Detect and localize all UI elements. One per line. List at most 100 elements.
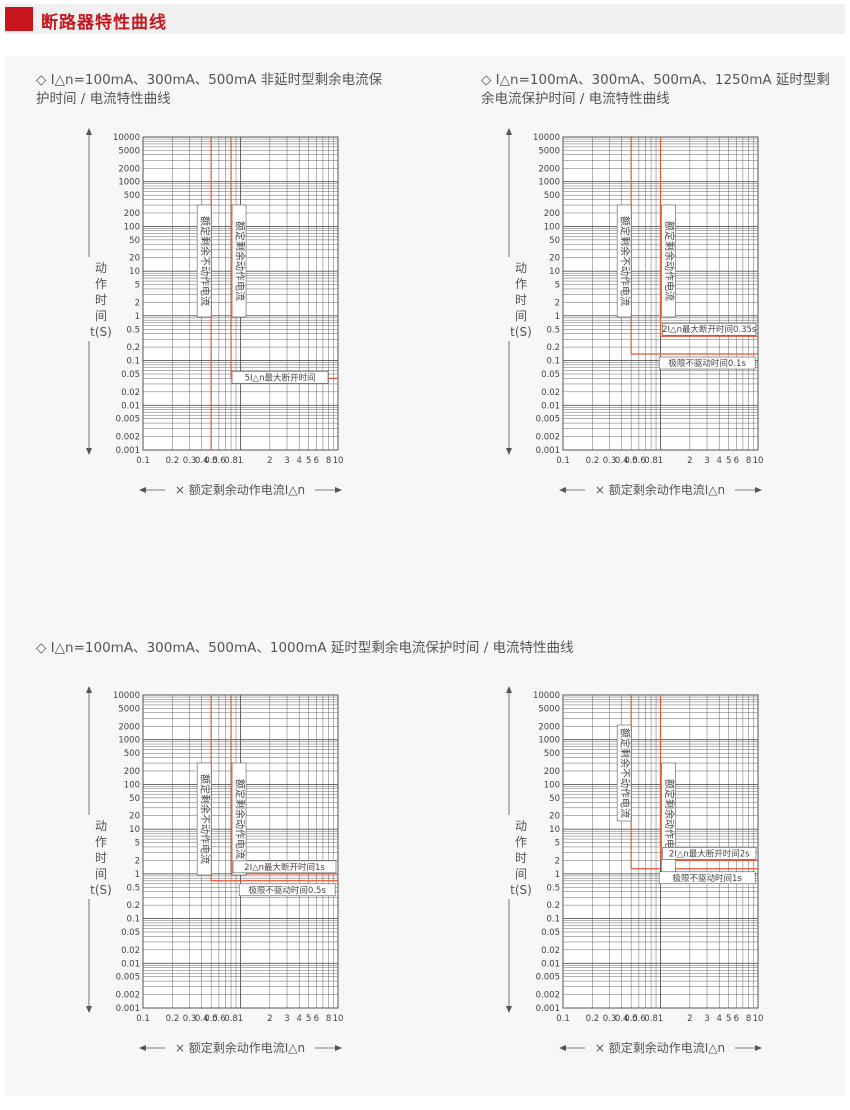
y-tick-label: 10	[129, 825, 140, 835]
y-tick-label: 50	[549, 236, 560, 246]
y-axis-label: 作	[515, 277, 527, 291]
y-tick-label: 2	[135, 298, 140, 308]
y-tick-label: 0.02	[541, 388, 560, 398]
x-tick-label: 8	[326, 1014, 331, 1024]
section-header: 断路器特性曲线	[5, 4, 845, 34]
y-tick-label: 5000	[538, 704, 560, 714]
x-axis-label: × 额定剩余动作电流I△n	[595, 1040, 725, 1055]
y-tick-label: 0.05	[121, 370, 140, 380]
curve-label-box	[616, 204, 632, 318]
y-axis-arrow-head	[86, 1006, 92, 1013]
y-tick-label: 200	[544, 209, 560, 219]
caption-line: ◇ I△n=100mA、300mA、500mA、1250mA 延时型剩	[481, 72, 830, 88]
x-tick-label: 0.6	[632, 1014, 646, 1024]
x-tick-label: 4	[716, 456, 721, 466]
x-tick-label: 8	[746, 1014, 751, 1024]
x-tick-label: 0.5	[624, 456, 638, 466]
y-tick-label: 0.2	[126, 343, 140, 353]
x-tick-label: 4	[716, 1014, 721, 1024]
curve-label: 极限不驱动时间0.5s	[248, 885, 326, 896]
x-tick-label: 0.6	[632, 456, 646, 466]
y-tick-label: 0.005	[536, 415, 560, 425]
y-tick-label: 0.02	[541, 946, 560, 956]
y-axis-label: 时	[95, 293, 107, 307]
y-axis-arrow-head	[506, 448, 512, 455]
x-axis-arrow-head	[755, 1045, 762, 1051]
y-tick-label: 0.01	[541, 959, 560, 969]
x-tick-label: 0.3	[603, 1014, 617, 1024]
y-tick-label: 500	[544, 191, 560, 201]
y-tick-label: 1000	[538, 736, 560, 746]
y-tick-label: 1	[135, 870, 140, 880]
x-tick-label: 6	[734, 1014, 739, 1024]
y-axis-label: 作	[515, 835, 527, 849]
y-tick-label: 2	[555, 298, 560, 308]
x-tick-label: 2	[267, 456, 272, 466]
curve-label: 额定剩余动作电流	[663, 779, 676, 859]
y-tick-label: 1000	[538, 178, 560, 188]
y-tick-label: 0.02	[121, 388, 140, 398]
curve-label: 额定剩余不动作电流	[199, 774, 212, 864]
y-tick-label: 20	[549, 812, 560, 822]
x-axis-label-bg	[585, 480, 735, 497]
y-axis-label: 动	[95, 819, 107, 833]
y-axis-label: t(S)	[90, 883, 112, 897]
y-tick-label: 10000	[533, 133, 560, 143]
y-tick-label: 2000	[118, 722, 140, 732]
y-tick-label: 0.2	[546, 343, 560, 353]
y-tick-label: 1000	[118, 178, 140, 188]
y-tick-label: 0.05	[121, 928, 140, 938]
x-tick-label: 0.1	[556, 1014, 570, 1024]
caption-line: 护时间 / 电流特性曲线	[36, 91, 171, 107]
y-tick-label: 5000	[538, 146, 560, 156]
x-tick-label: 0.4	[195, 1014, 209, 1024]
curve-label: 额定剩余动作电流	[234, 221, 247, 301]
y-tick-label: 0.001	[536, 1004, 560, 1014]
y-axis-label: 作	[95, 835, 107, 849]
y-tick-label: 5	[135, 281, 140, 291]
y-tick-label: 0.5	[126, 325, 140, 335]
curve-label-box	[231, 204, 247, 318]
x-tick-label: 0.2	[166, 456, 180, 466]
x-axis-label-bg	[165, 1038, 315, 1055]
curve-label: 极限不驱动时间1s	[672, 873, 742, 884]
curve-label: 5I△n最大断开时间	[245, 372, 316, 383]
y-axis-arrow-head	[506, 128, 512, 135]
x-tick-label: 0.1	[136, 456, 150, 466]
x-axis-arrow-head	[559, 487, 566, 493]
curve-label-box	[658, 871, 756, 885]
x-tick-label: 0.1	[136, 1014, 150, 1024]
x-tick-label: 5	[306, 1014, 311, 1024]
x-tick-label: 0.4	[195, 456, 209, 466]
x-tick-label: 1	[238, 1014, 243, 1024]
y-tick-label: 0.5	[546, 325, 560, 335]
y-axis-label: t(S)	[90, 325, 112, 339]
y-axis-label-bg	[505, 257, 535, 341]
y-axis-label: t(S)	[510, 325, 532, 339]
y-tick-label: 0.2	[126, 901, 140, 911]
y-tick-label: 100	[544, 780, 560, 790]
x-tick-label: 6	[734, 456, 739, 466]
y-tick-label: 5	[135, 839, 140, 849]
x-tick-label: 6	[314, 456, 319, 466]
caption-line: ◇ I△n=100mA、300mA、500mA、1000mA 延时型剩余电流保护…	[36, 640, 574, 656]
x-tick-label: 4	[296, 1014, 301, 1024]
y-tick-label: 0.002	[116, 991, 140, 1001]
curve-label: 额定剩余不动作电流	[619, 728, 632, 818]
y-tick-label: 0.001	[536, 446, 560, 456]
curve-label-box	[658, 356, 756, 370]
x-tick-label: 0.5	[204, 456, 218, 466]
y-tick-label: 0.005	[536, 973, 560, 983]
x-axis-arrow-head	[335, 1045, 342, 1051]
y-tick-label: 200	[124, 209, 140, 219]
y-tick-label: 20	[549, 254, 560, 264]
y-tick-label: 0.1	[546, 915, 560, 925]
curve-label-box	[662, 322, 757, 336]
y-axis-label-bg	[505, 815, 535, 899]
x-tick-label: 10	[753, 456, 764, 466]
y-axis-label: 动	[515, 819, 527, 833]
x-tick-label: 0.8	[224, 1014, 238, 1024]
y-tick-label: 0.1	[126, 915, 140, 925]
y-axis-label: 作	[95, 277, 107, 291]
x-axis-arrow-head	[139, 1045, 146, 1051]
